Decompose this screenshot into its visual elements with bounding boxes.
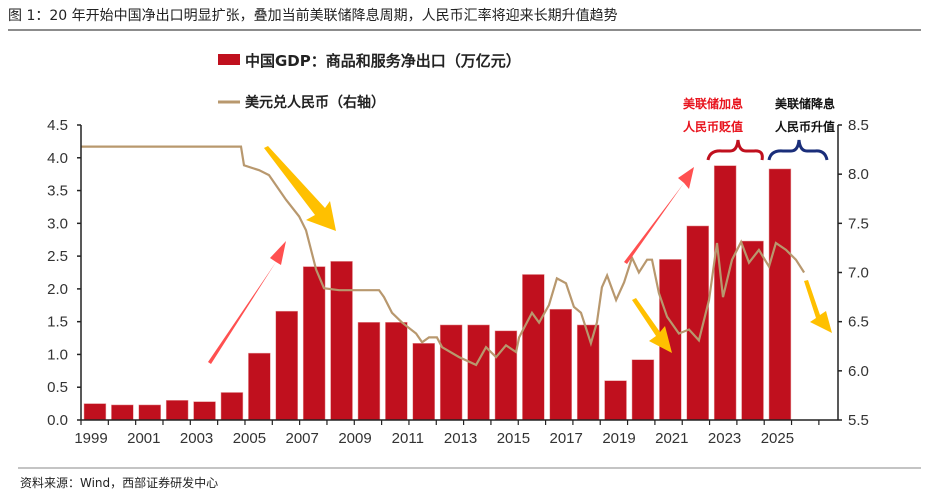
bar-2007: [302, 266, 326, 421]
annotation-hike-1: 美联储加息: [683, 96, 743, 111]
bar-2023: [741, 240, 764, 421]
bar-2008: [330, 261, 353, 421]
x-tick-label: 2013: [444, 430, 477, 447]
x-tick-label: 2009: [338, 430, 371, 447]
bar-2009: [357, 322, 381, 421]
left-tick-label: 4.0: [47, 150, 68, 167]
bar-2019: [631, 359, 655, 421]
bar-2015: [522, 274, 545, 421]
usd-cny-line: [81, 145, 806, 367]
x-tick-label: 2021: [655, 430, 688, 447]
yellow-arrow-down-2: [632, 298, 672, 353]
bar-2016: [549, 308, 572, 421]
left-tick-label: 4.5: [47, 117, 68, 134]
bar-2010: [385, 322, 408, 421]
yellow-arrow-down-1: [264, 146, 336, 231]
bar-2012: [439, 324, 463, 421]
bar-2005: [248, 352, 271, 421]
x-tick-label: 2003: [180, 430, 213, 447]
legend-bar-swatch: [218, 54, 240, 65]
x-tick-label: 2005: [233, 430, 266, 447]
annotation-hike-2: 人民币贬值: [683, 119, 743, 134]
x-tick-label: 2007: [286, 430, 319, 447]
legend-line-label: 美元兑人民币（右轴）: [245, 94, 385, 111]
right-tick-label: 6.0: [848, 363, 869, 380]
bar-2018: [604, 380, 627, 421]
right-tick-label: 5.5: [848, 412, 869, 429]
bar-2011: [412, 343, 435, 421]
x-tick-label: 1999: [74, 430, 107, 447]
x-tick-label: 2001: [127, 430, 160, 447]
right-tick-label: 6.5: [848, 314, 869, 331]
yellow-arrow-down-3: [804, 280, 832, 333]
right-tick-label: 8.0: [848, 166, 869, 183]
red-arrow-up-2: [624, 167, 694, 264]
figure-title: 图 1：20 年开始中国净出口明显扩张，叠加当前美联储降息周期，人民币汇率将迎来…: [8, 7, 618, 24]
annotation-cut-1: 美联储降息: [775, 96, 835, 111]
left-tick-label: 2.5: [47, 248, 68, 265]
x-tick-label: 2025: [761, 430, 794, 447]
right-tick-label: 8.5: [848, 117, 869, 134]
bar-2017: [576, 324, 600, 421]
right-tick-label: 7.0: [848, 265, 869, 282]
cut-brace: [767, 139, 829, 161]
x-tick-label: 2017: [550, 430, 583, 447]
bar-2000: [111, 404, 134, 421]
left-tick-label: 0.0: [47, 412, 68, 429]
left-tick-label: 3.5: [47, 183, 68, 200]
x-tick-label: 2023: [708, 430, 741, 447]
bar-2004: [220, 392, 244, 421]
hike-brace: [706, 139, 764, 161]
x-tick-label: 2019: [602, 430, 635, 447]
left-tick-label: 1.5: [47, 314, 68, 331]
bar-2006: [275, 310, 298, 421]
bar-2024: [768, 168, 792, 421]
x-tick-label: 2011: [392, 430, 424, 447]
bar-2013: [467, 324, 490, 421]
bar-2021: [686, 225, 709, 421]
left-tick-label: 3.0: [47, 215, 68, 232]
annotation-cut-2: 人民币升值: [775, 119, 835, 134]
left-tick-label: 1.0: [47, 346, 68, 363]
bar-2003: [193, 401, 216, 421]
legend-bar-label: 中国GDP：商品和服务净出口（万亿元）: [245, 52, 521, 70]
right-tick-label: 7.5: [848, 215, 869, 232]
left-tick-label: 0.5: [47, 379, 68, 396]
bar-2001: [138, 404, 161, 421]
source-note: 资料来源：Wind，西部证券研发中心: [20, 475, 218, 490]
x-tick-label: 2015: [497, 430, 530, 447]
bar-2002: [165, 400, 189, 421]
red-arrow-up-1: [208, 241, 286, 364]
left-tick-label: 2.0: [47, 281, 68, 298]
bar-1999: [83, 403, 107, 421]
